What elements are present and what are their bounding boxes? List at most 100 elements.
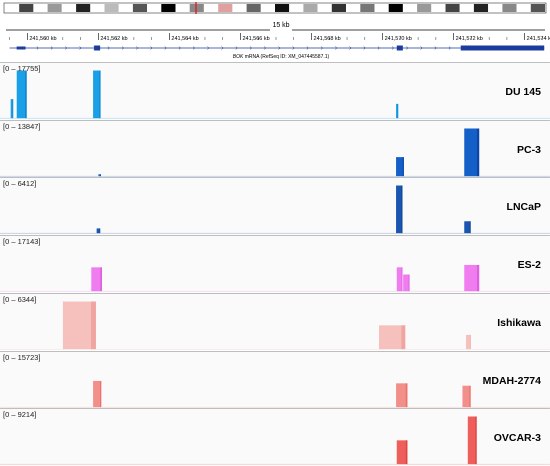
gene-model[interactable]: [9, 45, 545, 51]
track-name-label[interactable]: DU 145: [505, 87, 541, 98]
coverage-peak-shade: [25, 70, 27, 119]
ideogram-band: [431, 4, 446, 12]
coverage-peak-shade: [402, 156, 404, 176]
track-background: [0, 177, 550, 236]
coverage-peak-shade: [469, 385, 471, 407]
track-background: [0, 350, 550, 409]
coverage-peak: [379, 325, 406, 349]
gene-exon[interactable]: [396, 45, 403, 51]
ideogram-band: [417, 4, 432, 12]
coverage-peak-shade: [99, 228, 101, 234]
ideogram-band: [189, 4, 204, 12]
ruler-tick-label: 241,564 kb: [171, 36, 198, 42]
ideogram-band: [303, 4, 318, 12]
ideogram-band: [459, 4, 474, 12]
track-name-label[interactable]: LNCaP: [507, 202, 541, 213]
strand-arrow: [292, 46, 295, 50]
ruler-tick-label: 241,562 kb: [100, 36, 127, 42]
strand-arrow: [136, 46, 139, 50]
ideogram-band: [260, 4, 275, 12]
track-name-label[interactable]: OVCAR-3: [494, 433, 541, 444]
strand-arrow: [363, 46, 366, 50]
ideogram-band: [346, 4, 361, 12]
coverage-peak: [62, 301, 96, 349]
ideogram-band: [488, 4, 503, 12]
track-data-range: [0 – 9214]: [3, 410, 36, 419]
track-name-label[interactable]: Ishikawa: [497, 318, 541, 329]
gene-exon[interactable]: [94, 45, 101, 51]
coverage-peak: [467, 416, 477, 465]
strand-arrow: [192, 46, 196, 50]
ideogram-band: [61, 4, 76, 12]
strand-arrow: [107, 46, 111, 50]
coverage-track[interactable]: [0 – 17755] DU 145: [0, 62, 550, 120]
coverage-peak-shade: [405, 382, 408, 407]
coverage-track[interactable]: [0 – 9214] OVCAR-3: [0, 408, 550, 466]
coverage-peak: [462, 385, 471, 407]
coverage-track[interactable]: [0 – 6344] Ishikawa: [0, 292, 550, 351]
strand-arrow: [50, 46, 54, 50]
ideogram-band: [232, 4, 247, 12]
track-background: [0, 408, 550, 466]
gene-description: mRNA (RefSeq ID: XM_047445587.1): [245, 54, 330, 60]
coverage-track[interactable]: [0 – 17143] ES-2: [0, 235, 550, 293]
coverage-peak-shade: [12, 99, 14, 119]
ideogram-band: [388, 4, 403, 12]
strand-arrow: [65, 46, 68, 50]
strand-arrow: [207, 46, 210, 50]
coverage-peak-shade: [100, 173, 101, 176]
strand-arrow: [278, 46, 281, 50]
coverage-peak: [396, 382, 408, 407]
ideogram-band: [530, 4, 545, 12]
strand-arrow: [178, 46, 182, 50]
ideogram-band: [175, 4, 190, 12]
coverage-peak-shade: [408, 274, 410, 292]
ideogram-band: [33, 4, 48, 12]
track-data-range: [0 – 15723]: [3, 352, 40, 361]
coverage-track[interactable]: [0 – 13847] PC-3: [0, 119, 550, 178]
coverage-track[interactable]: [0 – 6412] LNCaP: [0, 177, 550, 236]
ruler-tick-label: 241,560 kb: [29, 36, 56, 42]
gene-exon[interactable]: [16, 46, 26, 50]
track-background: [0, 119, 550, 178]
strand-arrow: [406, 46, 409, 50]
ideogram-band: [331, 4, 346, 12]
ideogram-band: [104, 4, 119, 12]
strand-arrow: [349, 46, 352, 50]
ideogram-band: [161, 4, 176, 12]
coverage-track[interactable]: [0 – 15723] MDAH-2774: [0, 350, 550, 409]
strand-arrow: [150, 46, 153, 50]
ideogram-band: [445, 4, 460, 12]
coordinate-ruler[interactable]: 15 kb 241,560 kb 241,562 kb 241,564 kb 241,…: [0, 18, 550, 42]
track-name-label[interactable]: MDAH-2774: [483, 375, 541, 386]
coverage-peak: [396, 185, 403, 234]
track-name-label[interactable]: PC-3: [517, 145, 541, 156]
span-label: 15 kb: [272, 22, 289, 29]
track-data-range: [0 – 17755]: [3, 64, 40, 73]
strand-arrow: [335, 46, 338, 50]
strand-arrow: [36, 46, 39, 50]
coverage-peak: [396, 267, 403, 292]
chromosome-ideogram[interactable]: [0, 0, 550, 18]
coverage-peak: [93, 380, 102, 407]
track-name-label[interactable]: ES-2: [518, 260, 541, 271]
gene-label: BOK mRNA (RefSeq ID: XM_047445587.1): [233, 54, 330, 60]
gene-track[interactable]: BOK mRNA (RefSeq ID: XM_047445587.1): [0, 42, 550, 62]
coverage-peak-shade: [401, 325, 406, 349]
coverage-peak: [93, 70, 101, 119]
ideogram-band: [5, 4, 20, 12]
coverage-peak-shade: [90, 301, 96, 349]
gene-exon[interactable]: [460, 45, 545, 51]
strand-arrow: [249, 46, 253, 50]
strand-arrow: [420, 46, 423, 50]
ideogram-band: [132, 4, 148, 12]
coverage-peak-shade: [469, 334, 471, 349]
ruler-tick-label: 241,572 kb: [456, 36, 483, 42]
ideogram-band: [289, 4, 304, 12]
ideogram-band: [47, 4, 62, 12]
strand-arrow: [306, 46, 309, 50]
coverage-peak-shade: [401, 185, 403, 234]
coverage-peak: [464, 265, 480, 292]
coverage-peak-shade: [401, 267, 403, 292]
